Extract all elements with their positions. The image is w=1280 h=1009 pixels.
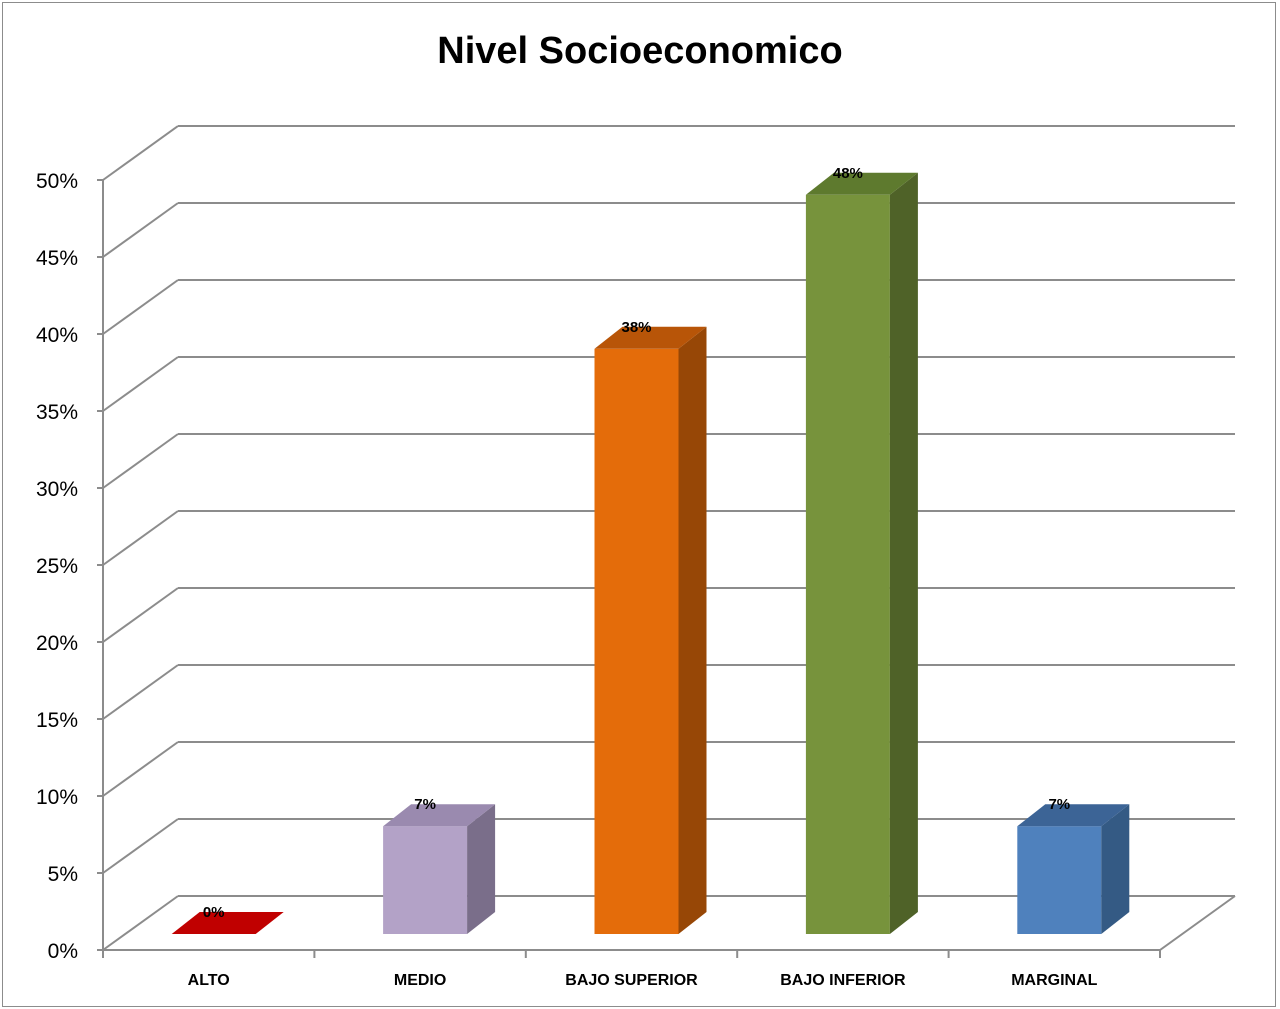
side-gridline (102, 587, 179, 643)
bar-top (594, 326, 707, 349)
data-label: 38% (621, 319, 651, 336)
side-gridline (102, 664, 179, 720)
data-label: 0% (203, 904, 225, 921)
y-tick-label: 20% (36, 632, 78, 655)
y-tick-label: 50% (36, 170, 78, 193)
bar-front (1017, 826, 1102, 934)
bar-side (467, 804, 496, 934)
side-gridline (102, 895, 179, 951)
bar-top (805, 172, 918, 195)
data-label: 7% (414, 796, 436, 813)
y-tick-label: 5% (48, 863, 78, 886)
x-tick-label: MEDIO (394, 972, 446, 989)
y-tick-label: 15% (36, 709, 78, 732)
side-gridline (102, 818, 179, 874)
x-tick-label: BAJO INFERIOR (780, 972, 906, 989)
bar-side (889, 172, 918, 935)
x-tick-label: MARGINAL (1011, 972, 1097, 989)
side-gridline (102, 279, 179, 335)
y-tick-label: 10% (36, 786, 78, 809)
side-gridline (102, 433, 179, 489)
data-label: 7% (1048, 796, 1070, 813)
bar-side (1101, 804, 1130, 934)
side-gridline (102, 125, 179, 181)
side-gridline (102, 356, 179, 412)
x-tick-label: ALTO (188, 972, 230, 989)
bar-alto: 0% (171, 904, 284, 934)
side-gridline (102, 741, 179, 797)
bar-bajo-superior: 38% (594, 319, 707, 934)
y-tick-label: 25% (36, 555, 78, 578)
y-tick-label: 30% (36, 478, 78, 501)
data-label: 48% (833, 165, 863, 182)
bar-front (383, 826, 468, 934)
y-tick-label: 45% (36, 247, 78, 270)
bar-front (805, 194, 890, 935)
y-tick-label: 40% (36, 324, 78, 347)
y-tick-label: 35% (36, 401, 78, 424)
bar-side (678, 326, 707, 934)
chart-title: Nivel Socioeconomico (437, 30, 843, 72)
bar-marginal: 7% (1017, 796, 1130, 934)
y-tick-label: 0% (48, 940, 78, 963)
bar-top (383, 804, 496, 827)
side-gridline (102, 202, 179, 258)
bar-bajo-inferior: 48% (805, 165, 918, 935)
bar-top (1017, 804, 1130, 827)
x-tick-label: BAJO SUPERIOR (565, 972, 698, 989)
bar-front (594, 348, 679, 934)
bar-top (171, 912, 284, 934)
bar-medio: 7% (383, 796, 496, 934)
side-gridline (102, 510, 179, 566)
